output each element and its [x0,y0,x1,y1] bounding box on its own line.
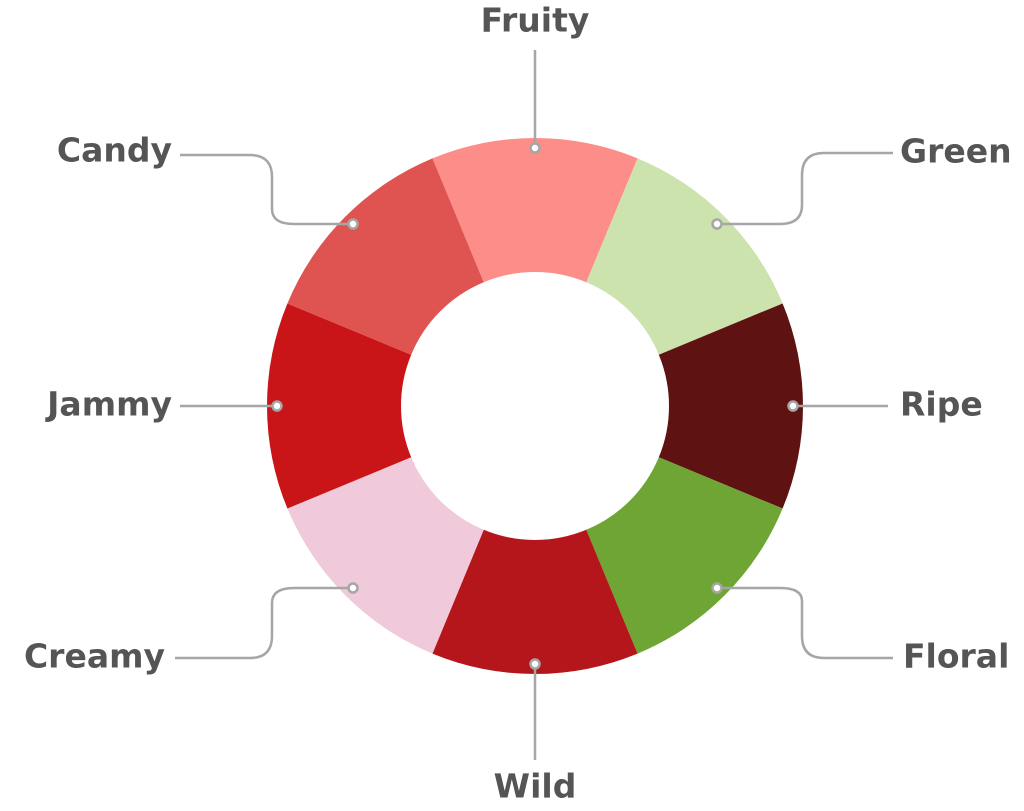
leader-dot [347,218,359,230]
segment-label: Candy [57,131,172,170]
segment-label: Ripe [900,385,983,424]
donut-segment [586,158,783,355]
leader-dot [347,582,359,594]
segment-label: Jammy [45,385,172,424]
leader-line [717,151,893,226]
leader-dot [271,400,283,412]
leader-dot [529,142,541,154]
donut-segment [267,303,412,509]
donut-segment [586,457,783,654]
leader-dot [529,658,541,670]
donut-segment [658,303,803,509]
donut-segment [432,138,638,283]
donut-segment [287,158,484,355]
segment-label: Fruity [481,1,590,40]
leader-dot [711,218,723,230]
segment-label: Creamy [24,637,165,676]
donut-segment [432,529,638,674]
leader-line [175,586,353,660]
leader-line [180,153,353,226]
donut-segment [287,457,484,654]
segment-label: Wild [494,767,577,806]
leader-dot [787,400,799,412]
segment-label: Green [900,132,1012,171]
segment-label: Floral [903,637,1009,676]
leader-line [717,586,893,660]
leader-dot [711,582,723,594]
